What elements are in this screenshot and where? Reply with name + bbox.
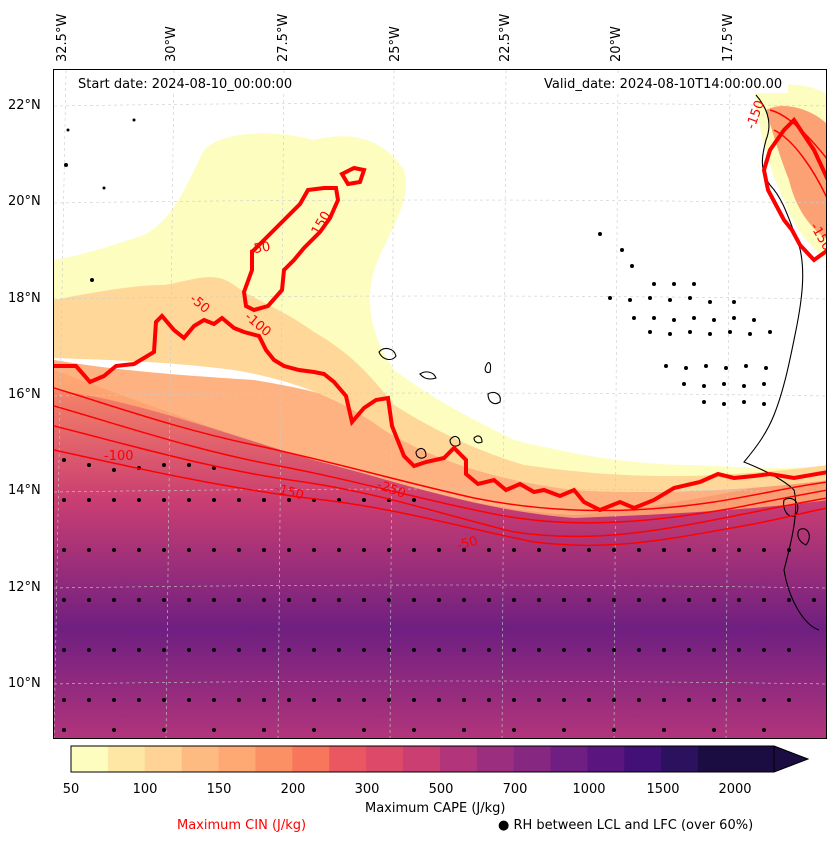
map-canvas: -50 -100 -150 -250 -50 -50 -150 -100 -15…: [54, 70, 826, 738]
colorbar-segment: [107, 746, 146, 772]
lat-label-12n: 12°N: [8, 580, 41, 595]
colorbar-tick-label: 1500: [646, 782, 680, 797]
colorbar-segment: [403, 746, 441, 772]
cin-contour-thick-northeast: [761, 116, 826, 263]
colorbar-title: Maximum CAPE (J/kg): [365, 801, 506, 816]
colorbar-segment: [218, 746, 256, 772]
cape-verde-island-6: [415, 447, 427, 459]
colorbar-segment: [698, 746, 736, 772]
cape-verde-island-1: [378, 347, 397, 361]
lon-label-32-5w: 32.5°W: [55, 13, 70, 62]
colorbar-tick-label: 2000: [718, 782, 752, 797]
cape-verde-island-4: [487, 391, 501, 405]
colorbar-segment: [255, 746, 293, 772]
contour-label: -50: [248, 239, 272, 257]
colorbar-segment: [329, 746, 367, 772]
rh-legend-label: ● RH between LCL and LFC (over 60%): [498, 818, 754, 833]
cin-legend-label: Maximum CIN (J/kg): [177, 818, 307, 833]
colorbar-segment: [550, 746, 588, 772]
cin-contour-thin-3: [54, 425, 826, 538]
lon-label-20w: 20°W: [609, 26, 624, 62]
lon-label-30w: 30°W: [164, 26, 179, 62]
colorbar-segment: [181, 746, 220, 772]
lon-label-27-5w: 27.5°W: [276, 13, 291, 62]
colorbar-tick-label: 150: [206, 782, 232, 797]
start-date-label: Start date: 2024-08-10_00:00:00: [72, 76, 299, 93]
rh-dots-south: [62, 458, 816, 732]
colorbar-segment: [144, 746, 183, 772]
colorbar-segment: [439, 746, 478, 772]
gridlines: [54, 70, 826, 738]
colorbar-tick-label: 100: [132, 782, 158, 797]
contour-label: -150: [273, 481, 305, 503]
lon-label-25w: 25°W: [388, 26, 403, 62]
cin-contour-thick-small: [339, 165, 367, 187]
valid-date-label: Valid_date: 2024-08-10T14:00:00.00: [538, 76, 789, 93]
lon-label-22-5w: 22.5°W: [498, 13, 513, 62]
colorbar-segment: [71, 746, 109, 772]
cape-field-mid: [54, 360, 826, 518]
map-panel: -50 -100 -150 -250 -50 -50 -150 -100 -15…: [53, 69, 827, 739]
cape-verde-island-2: [419, 371, 437, 380]
colorbar-segment: [661, 746, 699, 772]
cin-contour-thick-north: [241, 186, 341, 313]
cape-verde-island-5: [449, 435, 461, 447]
cape-verde-island-7: [473, 435, 483, 444]
cape-verde-island-3: [484, 362, 492, 374]
lat-label-22n: 22°N: [8, 98, 41, 113]
colorbar-tick-label: 700: [502, 782, 528, 797]
cin-contour-thin-ne: [769, 109, 826, 198]
colorbar-segment: [587, 746, 625, 772]
colorbar-segment: [624, 746, 662, 772]
contour-label: -50: [455, 534, 479, 554]
colorbar-segment: [513, 746, 552, 772]
colorbar-tick-label: 500: [428, 782, 454, 797]
colorbar: [70, 745, 810, 773]
lat-label-18n: 18°N: [8, 291, 41, 306]
colorbar-extend-arrow: [735, 746, 808, 772]
colorbar-segment: [476, 746, 515, 772]
cape-field-south: [54, 370, 826, 738]
cin-contour-thin-2: [54, 405, 826, 524]
rh-dots-northeast: [64, 118, 772, 406]
colorbar-tick-label: 300: [354, 782, 380, 797]
cin-contour-thin-4: [54, 449, 826, 547]
cin-contour-thin-1: [54, 387, 826, 512]
cin-contour-thick-main: [54, 313, 826, 513]
colorbar-tick-label: 200: [280, 782, 306, 797]
colorbar-segments: [71, 746, 736, 772]
colorbar-segment: [366, 746, 404, 772]
lat-label-14n: 14°N: [8, 483, 41, 498]
cape-field-pale: [54, 133, 826, 492]
colorbar-tick-label: 50: [62, 782, 80, 797]
colorbar-tick-label: 1000: [572, 782, 606, 797]
colorbar-segment: [292, 746, 330, 772]
lon-label-17-5w: 17.5°W: [721, 13, 736, 62]
lat-label-20n: 20°N: [8, 194, 41, 209]
lat-label-16n: 16°N: [8, 387, 41, 402]
lat-label-10n: 10°N: [8, 676, 41, 691]
contour-label: -100: [104, 449, 134, 464]
cin-contours: [54, 109, 826, 547]
